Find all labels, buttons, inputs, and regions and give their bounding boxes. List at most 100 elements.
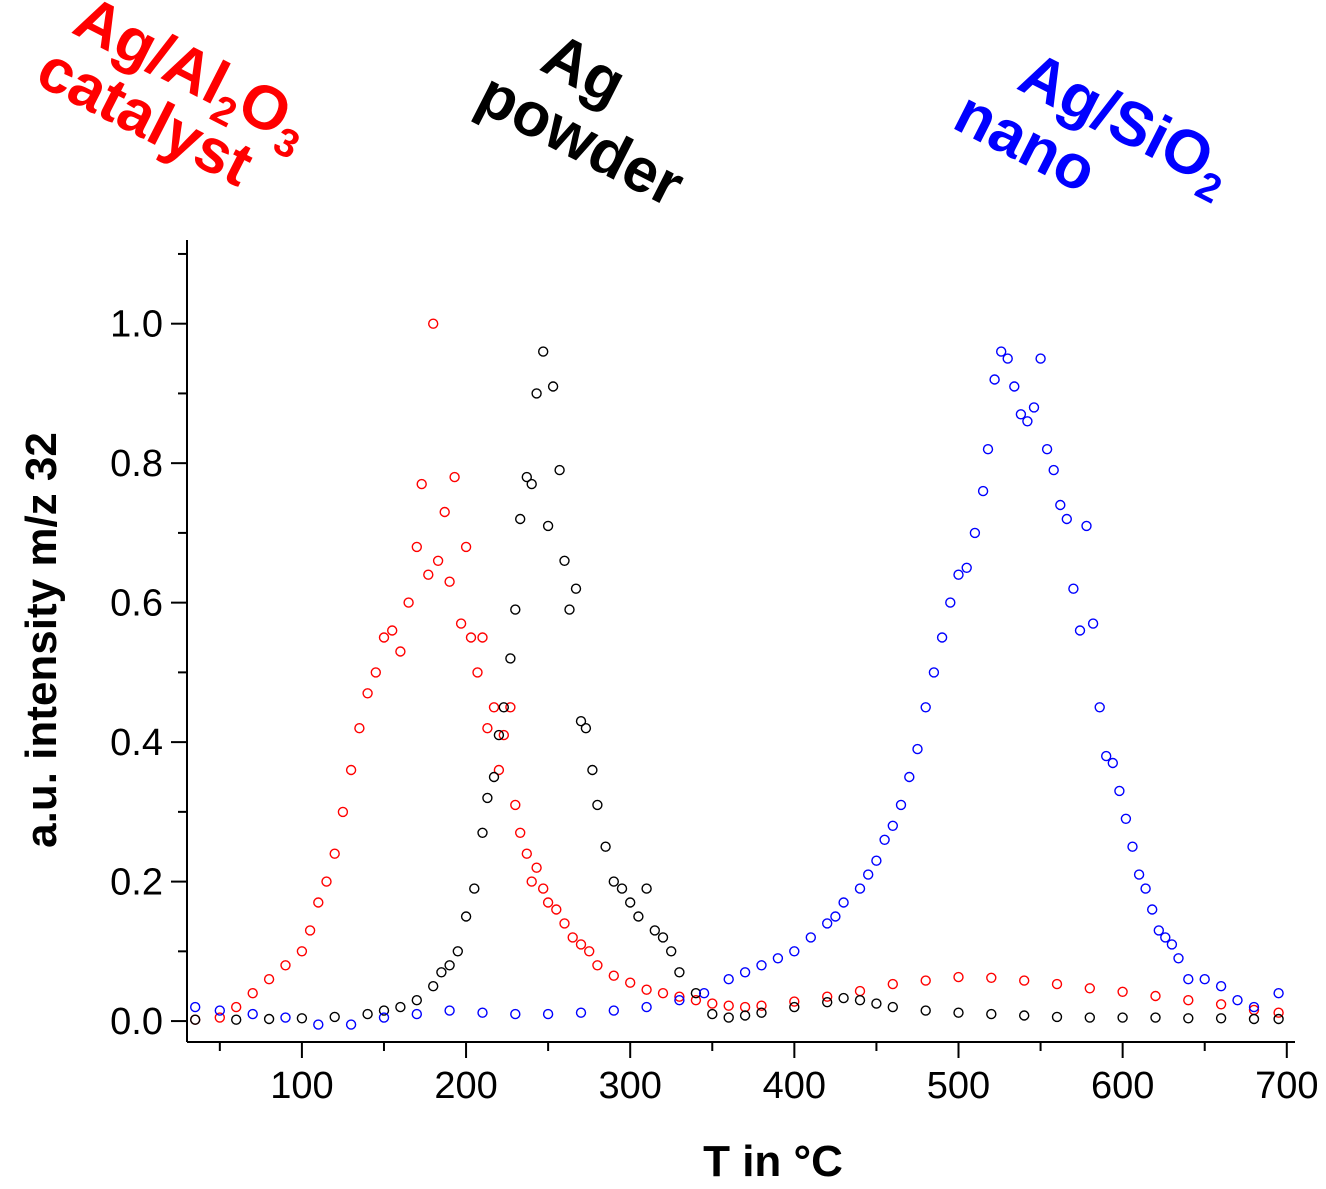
data-point <box>554 464 565 476</box>
data-point <box>296 1013 308 1024</box>
data-point <box>756 960 767 971</box>
data-point <box>1146 904 1158 915</box>
data-point <box>472 667 483 678</box>
data-point <box>247 988 258 999</box>
series-label-ag-powder: Ag powder <box>467 20 695 220</box>
data-point <box>354 723 365 734</box>
data-point <box>936 632 948 643</box>
data-point <box>452 946 463 957</box>
data-point <box>564 604 575 615</box>
data-point <box>469 883 480 894</box>
data-point <box>1041 444 1053 455</box>
data-point <box>567 932 578 943</box>
data-point <box>403 597 414 608</box>
data-point <box>739 967 751 978</box>
data-point <box>559 555 570 566</box>
data-point <box>449 471 460 483</box>
data-point <box>189 1014 201 1025</box>
data-point <box>1107 757 1119 769</box>
data-point <box>521 848 532 859</box>
data-point <box>1232 995 1243 1006</box>
data-point <box>432 555 444 566</box>
data-point <box>666 946 677 957</box>
data-point <box>538 883 549 894</box>
data-point <box>986 1008 997 1020</box>
data-point <box>526 876 537 887</box>
data-point <box>986 972 997 983</box>
data-point <box>455 618 467 629</box>
data-point <box>1100 750 1112 762</box>
data-point <box>838 992 849 1004</box>
data-point <box>230 1001 242 1013</box>
data-point <box>531 862 542 873</box>
data-point <box>559 918 570 929</box>
data-point <box>444 1005 455 1016</box>
data-point <box>1068 583 1079 594</box>
data-point <box>498 729 509 741</box>
data-point <box>592 799 603 811</box>
data-point <box>608 1005 619 1016</box>
series-1 <box>189 346 1284 1025</box>
y-tick-label: 0.4 <box>110 722 163 764</box>
data-point <box>698 988 710 999</box>
data-point <box>510 604 521 615</box>
data-point <box>1215 999 1227 1010</box>
data-point <box>657 988 669 999</box>
data-point <box>805 932 816 943</box>
y-tick-label: 0.2 <box>110 862 163 904</box>
data-point <box>887 978 898 990</box>
data-point <box>1173 953 1184 964</box>
y-tick-label: 0.6 <box>110 583 163 625</box>
data-point <box>370 667 381 678</box>
data-point <box>1150 990 1161 1002</box>
data-point <box>482 723 493 734</box>
data-point <box>690 995 702 1006</box>
data-point <box>756 1007 767 1018</box>
series-label-ag-sio2: Ag/SiO2 nano <box>944 39 1229 212</box>
data-point <box>460 911 472 922</box>
data-point <box>822 918 833 929</box>
data-point <box>625 897 636 908</box>
data-point <box>641 1001 652 1013</box>
data-point <box>707 998 718 1009</box>
data-point <box>1127 841 1138 852</box>
data-point <box>263 974 275 985</box>
data-point <box>1055 499 1066 511</box>
data-point <box>1117 986 1128 997</box>
data-point <box>871 998 882 1009</box>
data-point <box>428 318 439 329</box>
data-point <box>879 834 890 845</box>
data-point <box>887 1001 898 1013</box>
data-point <box>822 991 833 1002</box>
data-point <box>822 997 833 1008</box>
data-point <box>895 799 907 811</box>
x-tick-label: 200 <box>434 1065 497 1107</box>
data-point <box>1051 1011 1063 1023</box>
data-point <box>304 925 316 936</box>
data-point <box>1074 625 1086 636</box>
series-0 <box>189 318 1284 1025</box>
data-point <box>280 960 291 971</box>
data-point <box>756 1000 767 1011</box>
data-point <box>789 1001 800 1013</box>
data-point <box>345 764 357 776</box>
data-point <box>1160 932 1171 943</box>
data-point <box>912 743 923 755</box>
data-point <box>641 984 652 995</box>
data-point <box>789 996 800 1007</box>
data-point <box>515 827 526 838</box>
data-point <box>608 876 619 887</box>
data-point <box>928 667 940 678</box>
data-point <box>1133 869 1145 880</box>
data-point <box>387 625 398 636</box>
data-point <box>444 960 455 971</box>
data-point <box>674 995 685 1006</box>
data-point <box>600 841 611 852</box>
data-point <box>657 932 669 943</box>
data-point <box>690 988 702 999</box>
data-point <box>1084 1012 1096 1023</box>
data-point <box>953 971 964 983</box>
x-tick-label: 500 <box>927 1065 990 1107</box>
data-point <box>1084 983 1096 994</box>
data-point <box>542 520 554 532</box>
